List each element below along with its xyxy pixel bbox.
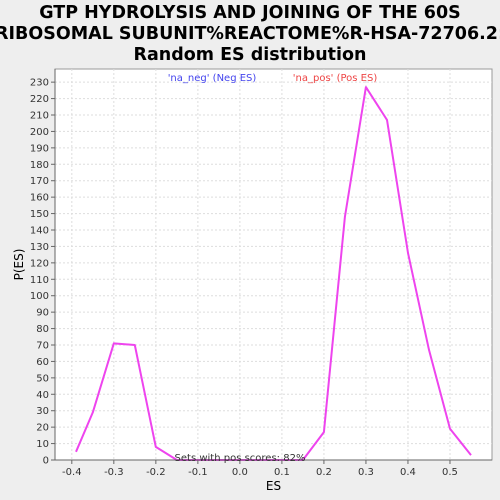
x-tick-label: 0.2 <box>316 467 332 478</box>
y-tick-label: 210 <box>30 111 49 122</box>
y-tick-label: 170 <box>30 176 49 187</box>
y-tick-label: 120 <box>30 258 49 269</box>
y-tick-label: 80 <box>36 324 49 335</box>
y-tick-label: 110 <box>30 275 49 286</box>
y-tick-label: 70 <box>36 341 49 352</box>
x-tick-label: -0.3 <box>104 467 124 478</box>
x-tick-label: 0.3 <box>358 467 374 478</box>
y-tick-label: 40 <box>36 390 49 401</box>
legend-entry-2: 'na_pos' (Pos ES) <box>293 73 378 84</box>
y-tick-label: 60 <box>36 357 49 368</box>
x-tick-label: 0.0 <box>232 467 248 478</box>
y-tick-label: 200 <box>30 127 49 138</box>
x-tick-label: 0.5 <box>442 467 458 478</box>
y-tick-label: 140 <box>30 226 49 237</box>
y-tick-label: 220 <box>30 94 49 105</box>
chart-title-line-2: RIBOSOMAL SUBUNIT%REACTOME%R-HSA-72706.2… <box>0 24 500 44</box>
y-axis-label: P(ES) <box>12 249 26 281</box>
y-tick-label: 130 <box>30 242 49 253</box>
x-tick-label: 0.4 <box>400 467 416 478</box>
legend-entry-1: 'na_neg' (Neg ES) <box>168 73 257 84</box>
x-tick-label: -0.4 <box>62 467 82 478</box>
x-tick-label: -0.2 <box>146 467 166 478</box>
x-axis-label: ES <box>266 479 281 493</box>
x-tick-label: -0.1 <box>188 467 208 478</box>
y-tick-label: 10 <box>36 439 49 450</box>
y-tick-label: 190 <box>30 143 49 154</box>
chart-title-line-3: Random ES distribution <box>133 45 366 65</box>
y-tick-label: 90 <box>36 308 49 319</box>
y-tick-label: 30 <box>36 406 49 417</box>
y-tick-label: 0 <box>43 456 49 467</box>
y-axis: 0 10 20 30 40 50 60 70 80 90 100 110 120 130 140 150 160… <box>30 69 55 467</box>
pos-scores-annotation: Sets with pos scores: 82% <box>175 453 306 464</box>
x-tick-label: 0.1 <box>274 467 290 478</box>
y-tick-label: 20 <box>36 423 49 434</box>
y-tick-label: 160 <box>30 193 49 204</box>
chart-title-line-1: GTP HYDROLYSIS AND JOINING OF THE 60S <box>39 3 461 23</box>
y-tick-label: 150 <box>30 209 49 220</box>
plot-area <box>55 69 492 460</box>
y-tick-label: 50 <box>36 373 49 384</box>
y-tick-label: 230 <box>30 78 49 89</box>
y-tick-label: 180 <box>30 160 49 171</box>
chart-title: GTP HYDROLYSIS AND JOINING OF THE 60SRIB… <box>0 3 500 65</box>
y-tick-label: 100 <box>30 291 49 302</box>
